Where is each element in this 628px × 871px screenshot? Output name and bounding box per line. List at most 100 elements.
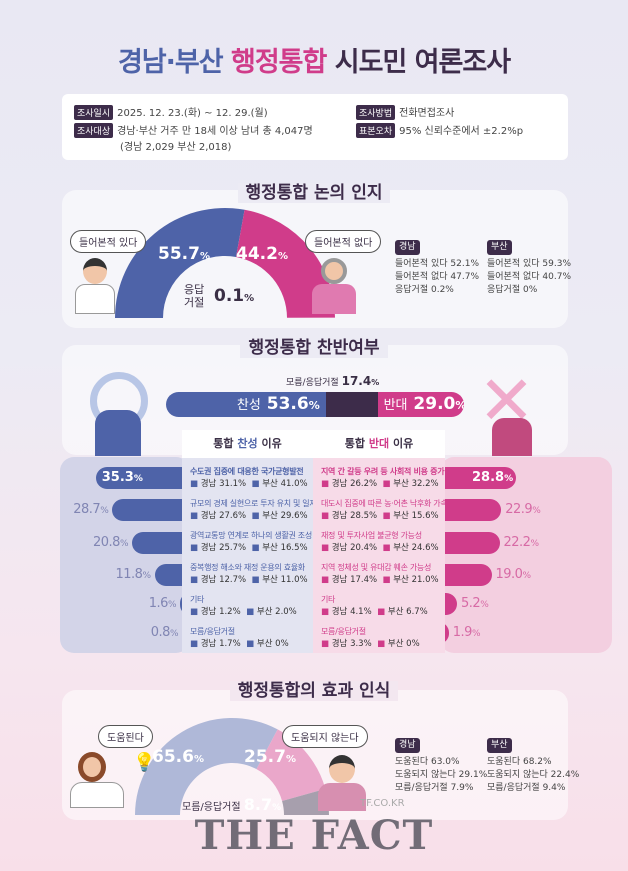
title-part2: 행정통합 [230,47,327,78]
effect-gyeongnam-stats: 경남 도움된다 63.0% 도움되지 않는다 29.1% 모름/응답거절 7.9% [395,738,487,795]
busan-value: 부산 15.6% [393,511,439,521]
square-icon: ■ [382,511,391,521]
reason-item: 중복행정 해소와 재정 운용의 효율화 ■ 경남 12.7% ■ 부산 11.0… [182,562,313,594]
square-icon: ■ [251,543,260,553]
square-icon: ■ [246,639,255,649]
reason-item: 규모의 경제 실현으로 투자 유치 및 일자리 확대 ■ 경남 27.6% ■ … [182,498,340,530]
title-part1: 경남·부산 [117,47,224,78]
reason-item: 기타 ■ 경남 1.2% ■ 부산 2.0% [182,594,313,626]
against-bar [428,467,516,489]
against-bar-label: 1.9% [452,625,481,640]
busan-value: 부산 41.0% [262,479,308,489]
reason-text: 지역 정체성 및 유대감 훼손 가능성 [321,563,432,572]
stance-bar: 찬성 53.6% 반대 29.0% [166,392,464,417]
against-bar [428,532,500,554]
reason-item: 대도시 집중에 따른 농·어촌 낙후화 가속 ■ 경남 28.5% ■ 부산 1… [313,498,448,530]
lightbulb-icon: 💡 [133,752,156,773]
line: 모름/응답거절 9.4% [487,783,566,793]
reason-text: 모름/응답거절 [190,627,235,636]
tag: 부산 [487,738,512,753]
busan-value: 부산 2.0% [256,607,297,617]
square-icon: ■ [190,543,199,553]
v: 65.6 [152,747,194,767]
reason-values: ■ 경남 25.7% ■ 부산 16.5% [190,542,313,554]
awareness-no-value: 44.2% [236,244,288,264]
reason-text: 광역교통망 연계로 하나의 생활권 조성 [190,531,312,540]
target-tag: 조사대상 [74,123,114,138]
unit: % [199,251,210,262]
title-part3: 시도민 여론조사 [334,47,511,78]
survey-method: 전화면접조사 [399,108,455,119]
reason-values: ■ 경남 4.1% ■ 부산 6.7% [321,606,445,618]
against-bar-label: 5.2% [461,596,489,611]
reason-item: 모름/응답거절 ■ 경남 1.7% ■ 부산 0% [182,626,313,658]
gyeongnam-value: 경남 26.2% [331,479,378,489]
survey-target-sub: (경남 2,029 부산 2,018) [120,142,232,153]
man-negative-illustration [318,755,366,813]
for-bar [112,499,200,521]
square-icon: ■ [321,479,330,489]
gyeongnam-value: 경남 17.4% [331,575,378,585]
survey-date: 2025. 12. 23.(화) ~ 12. 29.(월) [117,108,268,119]
reason-item: 지역 간 갈등 우려 등 사회적 비용 증가 ■ 경남 26.2% ■ 부산 3… [313,466,445,498]
a: 통합 [344,437,369,450]
for-bar-panel [60,457,190,653]
man-thinking-illustration [75,258,115,318]
reason-text: 기타 [321,595,336,604]
unit: % [244,293,255,304]
reason-values: ■ 경남 27.6% ■ 부산 29.6% [190,510,313,522]
reason-item: 수도권 집중에 대응한 국가균형발전 ■ 경남 31.1% ■ 부산 41.0% [182,466,313,498]
line: 들어본적 없다 40.7% [487,272,571,282]
for-bar-label: 20.8% [92,535,129,550]
method-tag: 조사방법 [356,105,396,120]
for-bar-label: 11.8% [115,567,151,582]
against-bar-label: 22.2% [503,535,540,550]
u: % [193,754,204,765]
tag: 부산 [487,240,512,255]
c: 이유 [257,437,282,450]
gyeongnam-value: 경남 4.1% [331,607,372,617]
reason-item: 재정 및 투자사업 불균형 가능성 ■ 경남 20.4% ■ 부산 24.6% [313,530,445,562]
against-reasons-panel: 통합 반대 이유 지역 간 갈등 우려 등 사회적 비용 증가 ■ 경남 26.… [313,430,448,653]
reason-text: 모름/응답거절 [321,627,366,636]
line: 도움된다 68.2% [487,757,552,767]
v: 44.2 [236,244,278,264]
v: 53.6 [266,394,309,414]
busan-value: 부산 11.0% [262,575,308,585]
against-bar-label: 28.8% [472,470,514,485]
awareness-title-text: 행정통합 논의 인지 [237,183,391,203]
busan-value: 부산 32.2% [393,479,439,489]
unit: % [371,378,380,387]
busan-value: 부산 16.5% [262,543,308,553]
line: 들어본적 없다 47.7% [395,272,479,282]
for-bar-label: 35.3% [101,470,143,485]
v: 17.4 [341,374,372,388]
awareness-refuse-label: 응답 거절 [184,283,204,309]
for-bar [95,467,200,489]
against-bar-label: 22.9% [505,502,541,517]
line: 들어본적 있다 59.3% [487,259,571,269]
l2: 거절 [184,296,205,309]
page-title: 경남·부산 행정통합 시도민 여론조사 [0,40,628,79]
survey-target: 경남·부산 거주 만 18세 이상 남녀 총 4,047명 [117,126,313,137]
man-x-illustration [492,418,532,456]
u: % [285,754,296,765]
effect-card [62,690,568,820]
reason-text: 지역 간 갈등 우려 등 사회적 비용 증가 [321,467,445,476]
v: 8.7 [243,795,273,814]
a: 통합 [213,437,238,450]
busan-value: 부산 0% [256,639,289,649]
stance-title: 행정통합 찬반여부 [0,333,628,358]
effect-title: 행정통합의 효과 인식 [0,676,628,701]
reason-values: ■ 경남 26.2% ■ 부산 32.2% [321,478,445,490]
l: 모름/응답거절 [286,378,339,388]
square-icon: ■ [321,511,330,521]
gyeongnam-value: 경남 25.7% [200,543,247,553]
tag: 경남 [395,738,420,753]
unit: % [277,251,288,262]
square-icon: ■ [190,607,199,617]
reason-item: 지역 정체성 및 유대감 훼손 가능성 ■ 경남 17.4% ■ 부산 21.0… [313,562,445,594]
l: 모름/응답거절 [182,802,241,813]
square-icon: ■ [321,543,330,553]
awareness-yes-bubble: 들어본적 있다 [70,230,147,253]
